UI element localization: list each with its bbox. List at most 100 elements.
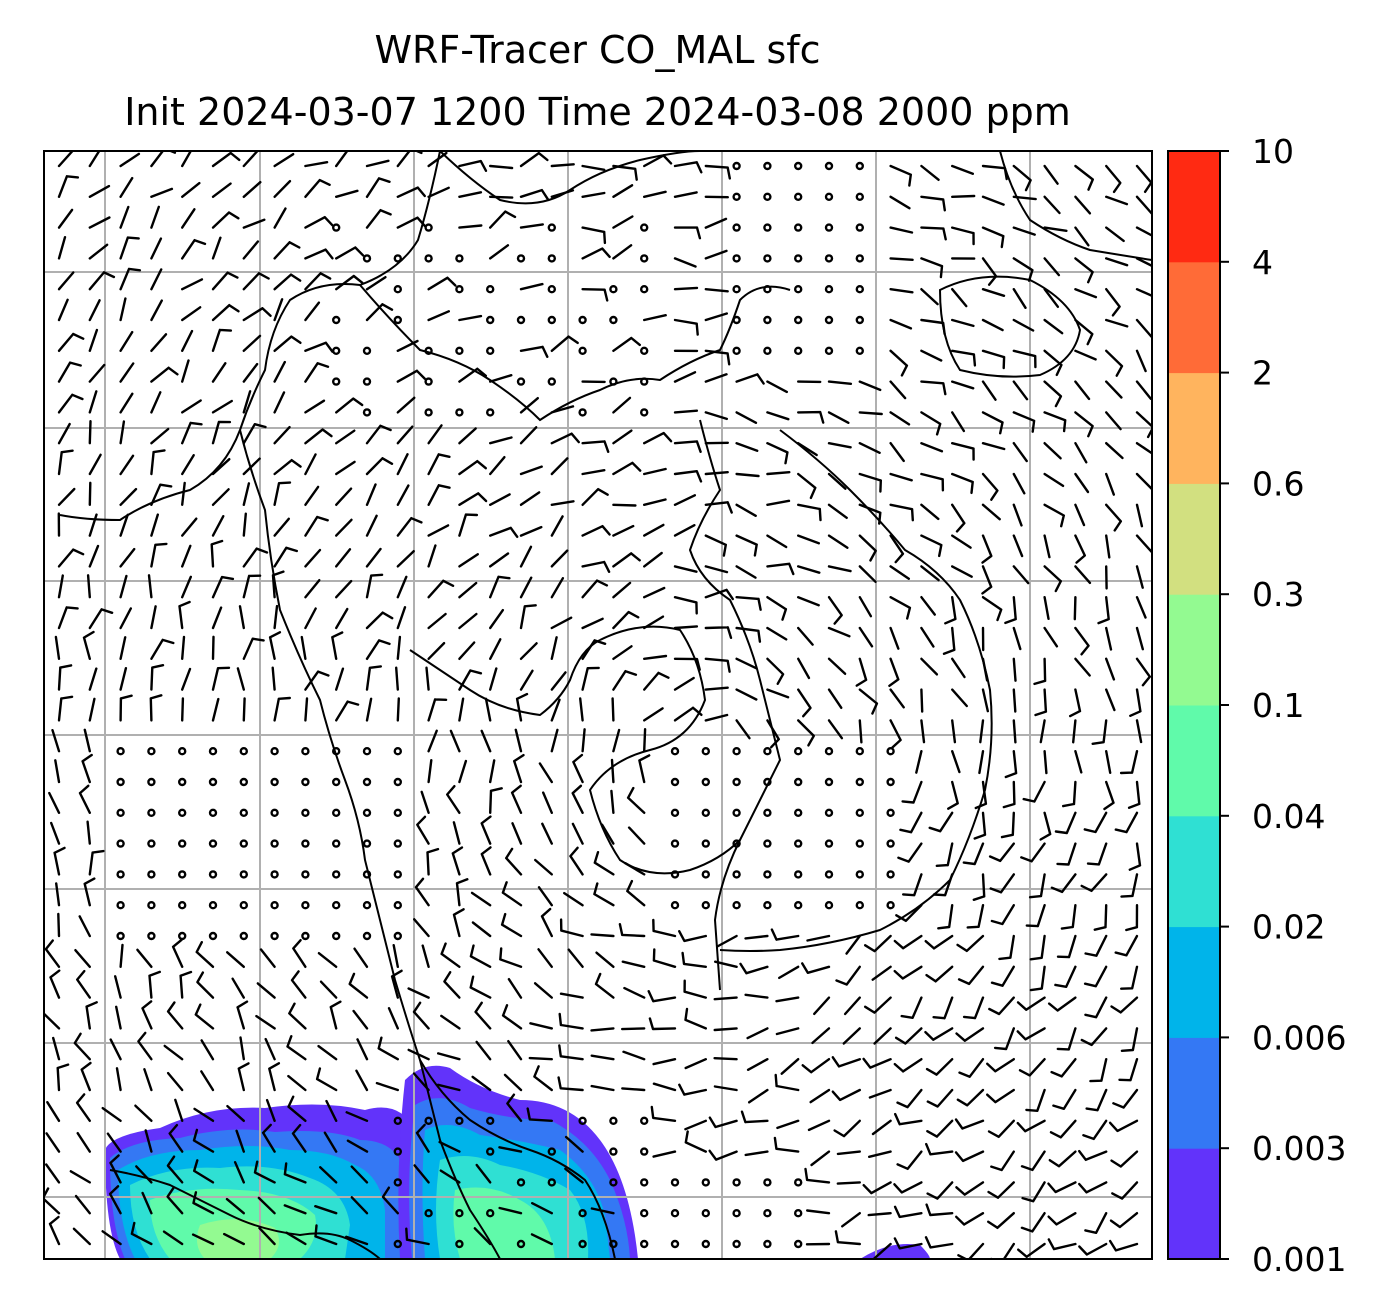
wind-barb bbox=[1074, 195, 1092, 215]
wind-barb bbox=[57, 175, 80, 198]
wind-barb bbox=[704, 312, 728, 322]
wind-barb bbox=[489, 787, 503, 814]
wind-barb bbox=[425, 666, 430, 691]
wind-barb bbox=[273, 153, 295, 168]
wind-barb bbox=[88, 420, 92, 445]
wind-barb bbox=[148, 970, 161, 999]
wind-barb bbox=[951, 719, 957, 744]
wind-barb bbox=[704, 626, 733, 639]
wind-barb bbox=[242, 240, 260, 260]
colorbar-tick-label: 10 bbox=[1252, 132, 1294, 171]
calm-wind-marker bbox=[177, 870, 187, 879]
wind-barb bbox=[924, 934, 954, 950]
colorbar-tick-label: 0.04 bbox=[1252, 797, 1325, 836]
wind-barb bbox=[57, 912, 61, 938]
wind-barb bbox=[57, 422, 71, 445]
wind-barb bbox=[242, 334, 262, 352]
wind-barb bbox=[473, 1227, 492, 1246]
calm-wind-marker bbox=[393, 1116, 402, 1126]
wind-barb bbox=[365, 514, 378, 537]
wind-barb bbox=[365, 303, 394, 322]
wind-barb bbox=[550, 189, 575, 198]
wind-barb bbox=[643, 467, 667, 476]
wind-barb bbox=[920, 657, 939, 676]
wind-barb bbox=[489, 195, 514, 199]
wind-barb bbox=[1043, 349, 1063, 377]
wind-barb bbox=[626, 879, 646, 907]
wind-barb bbox=[211, 182, 232, 198]
wind-barb bbox=[458, 367, 487, 383]
wind-barb bbox=[704, 686, 729, 691]
wind-barb bbox=[166, 1001, 184, 1030]
wind-barb bbox=[900, 996, 923, 1019]
wind-barb bbox=[211, 515, 225, 537]
calm-wind-marker bbox=[393, 901, 402, 910]
wind-barb bbox=[735, 442, 759, 452]
wind-barb bbox=[797, 472, 817, 500]
wind-barb bbox=[489, 759, 496, 784]
wind-barb bbox=[407, 987, 430, 999]
wind-barb bbox=[704, 501, 733, 514]
calm-wind-marker bbox=[486, 346, 495, 355]
wind-barb bbox=[708, 1116, 738, 1129]
calm-wind-marker bbox=[455, 408, 464, 417]
calm-wind-marker bbox=[486, 1147, 495, 1156]
wind-barb bbox=[141, 1000, 153, 1030]
wind-barb bbox=[590, 933, 615, 938]
colorbar-band bbox=[1168, 1037, 1220, 1149]
wind-barb bbox=[192, 1191, 215, 1215]
wind-barb bbox=[396, 339, 419, 352]
wind-barb bbox=[1135, 442, 1152, 455]
wind-barb bbox=[519, 642, 538, 660]
wind-barb bbox=[458, 224, 483, 229]
wind-barb bbox=[1029, 934, 1046, 961]
calm-wind-marker bbox=[640, 285, 649, 294]
wind-barb bbox=[469, 975, 492, 999]
calm-wind-marker bbox=[640, 1147, 649, 1156]
wind-barb bbox=[421, 944, 430, 968]
wind-barb bbox=[283, 1162, 307, 1184]
wind-barb bbox=[1105, 288, 1121, 317]
wind-barb bbox=[926, 1088, 954, 1108]
wind-barb bbox=[134, 1104, 153, 1122]
wind-barb bbox=[621, 1027, 646, 1031]
calm-wind-marker bbox=[301, 747, 310, 756]
calm-wind-marker bbox=[270, 808, 279, 817]
wind-barb bbox=[396, 697, 400, 722]
calm-wind-marker bbox=[393, 931, 402, 941]
wind-barb bbox=[920, 380, 947, 396]
wind-barb bbox=[335, 429, 356, 445]
wind-barb bbox=[638, 754, 651, 784]
wind-barb bbox=[162, 1230, 184, 1246]
wind-barb bbox=[1135, 534, 1152, 554]
wind-barb bbox=[1135, 318, 1152, 338]
wind-barb bbox=[235, 1129, 245, 1153]
wind-barb bbox=[1135, 503, 1144, 528]
wind-barb bbox=[1012, 164, 1032, 192]
calm-wind-marker bbox=[547, 377, 556, 386]
wind-barb bbox=[1043, 164, 1059, 185]
wind-barb bbox=[1029, 965, 1046, 992]
wind-barb bbox=[273, 335, 302, 352]
wind-barb bbox=[54, 635, 61, 660]
wind-barb bbox=[242, 457, 261, 476]
wind-barb bbox=[550, 728, 559, 753]
calm-wind-marker bbox=[332, 870, 341, 879]
calm-wind-marker bbox=[239, 747, 249, 756]
wind-barb bbox=[1025, 1088, 1046, 1112]
wind-barb bbox=[458, 697, 465, 722]
wind-barb bbox=[119, 176, 134, 198]
wind-barb bbox=[1012, 503, 1023, 527]
wind-barb bbox=[858, 503, 882, 525]
wind-barb bbox=[365, 177, 391, 198]
calm-wind-marker bbox=[794, 1208, 803, 1218]
wind-barb bbox=[1135, 380, 1152, 400]
wind-barb bbox=[57, 606, 79, 630]
wind-barb bbox=[704, 217, 728, 229]
wind-barb bbox=[74, 1194, 91, 1215]
calm-wind-marker bbox=[116, 747, 125, 756]
wind-barb bbox=[981, 349, 1006, 370]
colorbar-tick-label: 0.3 bbox=[1252, 575, 1304, 614]
calm-wind-marker bbox=[824, 808, 834, 817]
wind-barb bbox=[45, 1163, 61, 1184]
